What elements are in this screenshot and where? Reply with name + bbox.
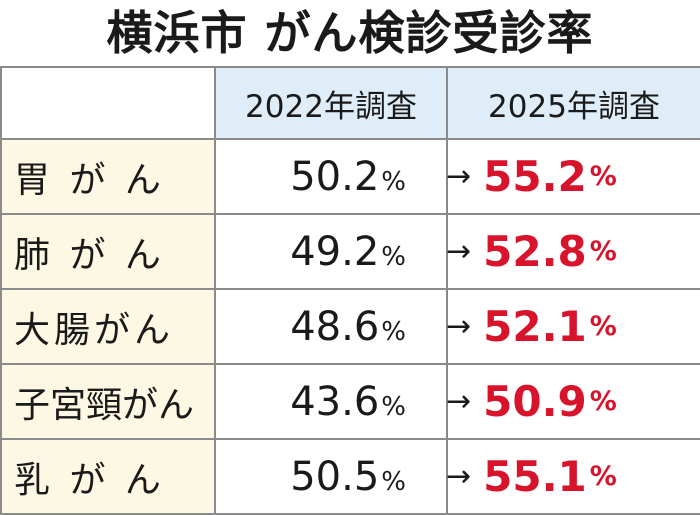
value-2025: 52.8 bbox=[483, 227, 587, 276]
value-2025: 55.2 bbox=[483, 152, 587, 201]
value-2022-cell: 49.2% bbox=[214, 213, 448, 290]
value-2022: 50.5 bbox=[290, 453, 380, 500]
percent-sign: % bbox=[381, 166, 406, 197]
header-corner-cell bbox=[0, 66, 216, 140]
row-label-cervical-cancer: 子宮頸がん bbox=[0, 363, 216, 440]
column-header-2025: 2025年調査 bbox=[446, 66, 700, 140]
value-2025-cell: → 50.9% bbox=[446, 363, 700, 440]
right-arrow-icon: → bbox=[446, 459, 472, 494]
screening-rate-table: 2022年調査 2025年調査 胃 が ん 50.2% → 55.2% 肺 が ん… bbox=[0, 66, 700, 515]
percent-sign: % bbox=[589, 461, 617, 492]
table-row: 大腸がん 48.6% → 52.1% bbox=[0, 288, 700, 365]
row-label-breast-cancer: 乳 が ん bbox=[0, 438, 216, 515]
value-2022-cell: 48.6% bbox=[214, 288, 448, 365]
value-2022-cell: 43.6% bbox=[214, 363, 448, 440]
row-label-colorectal-cancer: 大腸がん bbox=[0, 288, 216, 365]
percent-sign: % bbox=[589, 236, 617, 267]
value-2022: 48.6 bbox=[290, 303, 380, 350]
value-2022-cell: 50.2% bbox=[214, 138, 448, 215]
percent-sign: % bbox=[381, 466, 406, 497]
percent-sign: % bbox=[381, 241, 406, 272]
value-2022: 49.2 bbox=[290, 228, 380, 275]
percent-sign: % bbox=[589, 161, 617, 192]
right-arrow-icon: → bbox=[446, 384, 472, 419]
value-2025: 50.9 bbox=[483, 377, 587, 426]
row-label-stomach-cancer: 胃 が ん bbox=[0, 138, 216, 215]
value-2025-cell: → 55.2% bbox=[446, 138, 700, 215]
percent-sign: % bbox=[589, 386, 617, 417]
percent-sign: % bbox=[589, 311, 617, 342]
right-arrow-icon: → bbox=[446, 234, 472, 269]
percent-sign: % bbox=[381, 391, 406, 422]
value-2025: 55.1 bbox=[483, 452, 587, 501]
value-2025-cell: → 55.1% bbox=[446, 438, 700, 515]
right-arrow-icon: → bbox=[446, 309, 472, 344]
right-arrow-icon: → bbox=[446, 159, 472, 194]
table-header-row: 2022年調査 2025年調査 bbox=[0, 66, 700, 140]
value-2025: 52.1 bbox=[483, 302, 587, 351]
table-row: 子宮頸がん 43.6% → 50.9% bbox=[0, 363, 700, 440]
page-title: 横浜市 がん検診受診率 bbox=[106, 6, 594, 60]
value-2022: 50.2 bbox=[290, 153, 380, 200]
column-header-2022: 2022年調査 bbox=[214, 66, 448, 140]
table-row: 乳 が ん 50.5% → 55.1% bbox=[0, 438, 700, 515]
value-2022-cell: 50.5% bbox=[214, 438, 448, 515]
percent-sign: % bbox=[381, 316, 406, 347]
table-row: 肺 が ん 49.2% → 52.8% bbox=[0, 213, 700, 290]
value-2025-cell: → 52.1% bbox=[446, 288, 700, 365]
value-2025-cell: → 52.8% bbox=[446, 213, 700, 290]
row-label-lung-cancer: 肺 が ん bbox=[0, 213, 216, 290]
value-2022: 43.6 bbox=[290, 378, 380, 425]
table-row: 胃 が ん 50.2% → 55.2% bbox=[0, 138, 700, 215]
